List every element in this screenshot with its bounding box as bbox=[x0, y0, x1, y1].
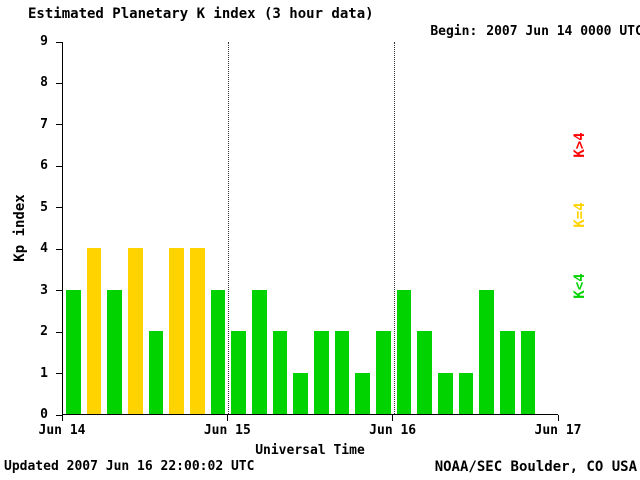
begin-label: Begin: bbox=[430, 24, 478, 39]
x-tick-label: Jun 17 bbox=[534, 423, 582, 438]
kp-bar bbox=[314, 331, 329, 414]
y-tickmark bbox=[56, 248, 62, 250]
y-tickmark bbox=[56, 290, 62, 292]
begin-timestamp: Begin: 2007 Jun 14 0000 UTC bbox=[399, 9, 640, 54]
y-tick-label: 2 bbox=[40, 324, 48, 340]
day-gridline bbox=[228, 42, 230, 414]
kp-bar bbox=[86, 248, 102, 414]
kp-bar bbox=[293, 372, 308, 414]
kp-bar bbox=[355, 372, 370, 414]
y-tick-label: 6 bbox=[40, 158, 48, 174]
source-credit: NOAA/SEC Boulder, CO USA bbox=[434, 459, 637, 475]
kp-bar bbox=[66, 289, 81, 414]
kp-bar bbox=[417, 331, 432, 414]
kp-bar bbox=[107, 289, 122, 414]
y-tick-label: 8 bbox=[40, 75, 48, 91]
kp-bar bbox=[128, 248, 143, 414]
kp-bar bbox=[376, 331, 391, 414]
y-tick-label: 7 bbox=[40, 116, 48, 132]
begin-value: 2007 Jun 14 0000 UTC bbox=[486, 24, 640, 39]
y-axis-label: Kp index bbox=[12, 194, 28, 262]
x-tickmark bbox=[392, 415, 394, 421]
kp-bar bbox=[438, 372, 453, 414]
y-tickmark bbox=[56, 82, 62, 84]
x-tick-label: Jun 16 bbox=[369, 423, 417, 438]
x-tickmark bbox=[226, 415, 228, 421]
x-axis-label: Universal Time bbox=[255, 443, 365, 458]
kp-bar bbox=[334, 331, 350, 414]
legend-item: K>4 bbox=[572, 132, 588, 158]
kp-bar bbox=[500, 331, 515, 414]
plot-area bbox=[62, 42, 558, 415]
y-tickmark bbox=[56, 414, 62, 416]
kp-bar bbox=[520, 331, 536, 414]
kp-bar bbox=[479, 289, 494, 414]
y-tick-label: 0 bbox=[40, 407, 48, 422]
legend-item: K<4 bbox=[572, 273, 588, 299]
x-tick-label: Jun 14 bbox=[38, 423, 86, 438]
kp-bar bbox=[169, 248, 184, 414]
y-tick-label: 5 bbox=[40, 199, 48, 215]
y-tick-label: 9 bbox=[40, 34, 48, 49]
y-tickmark bbox=[56, 41, 62, 43]
y-tickmark bbox=[56, 124, 62, 126]
kp-bar bbox=[272, 331, 288, 414]
y-tickmark bbox=[56, 165, 62, 167]
updated-timestamp: Updated 2007 Jun 16 22:00:02 UTC bbox=[4, 459, 255, 474]
kp-bar bbox=[148, 331, 164, 414]
kp-bar bbox=[190, 248, 205, 414]
kp-bar bbox=[458, 372, 474, 414]
y-tick-label: 3 bbox=[40, 282, 48, 298]
kp-bar bbox=[231, 331, 246, 414]
y-tick-label: 4 bbox=[40, 241, 48, 257]
chart-title: Estimated Planetary K index (3 hour data… bbox=[28, 6, 374, 22]
y-tickmark bbox=[56, 373, 62, 375]
kp-bar bbox=[396, 289, 412, 414]
y-tick-label: 1 bbox=[40, 365, 48, 381]
day-gridline bbox=[393, 42, 395, 414]
kp-bar bbox=[252, 289, 267, 414]
x-tickmark bbox=[557, 415, 559, 421]
y-tickmark bbox=[56, 331, 62, 333]
legend-item: K=4 bbox=[572, 202, 588, 228]
y-tickmark bbox=[56, 207, 62, 209]
x-tickmark bbox=[61, 415, 63, 421]
x-tick-label: Jun 15 bbox=[203, 423, 251, 438]
kp-bar bbox=[210, 289, 226, 414]
